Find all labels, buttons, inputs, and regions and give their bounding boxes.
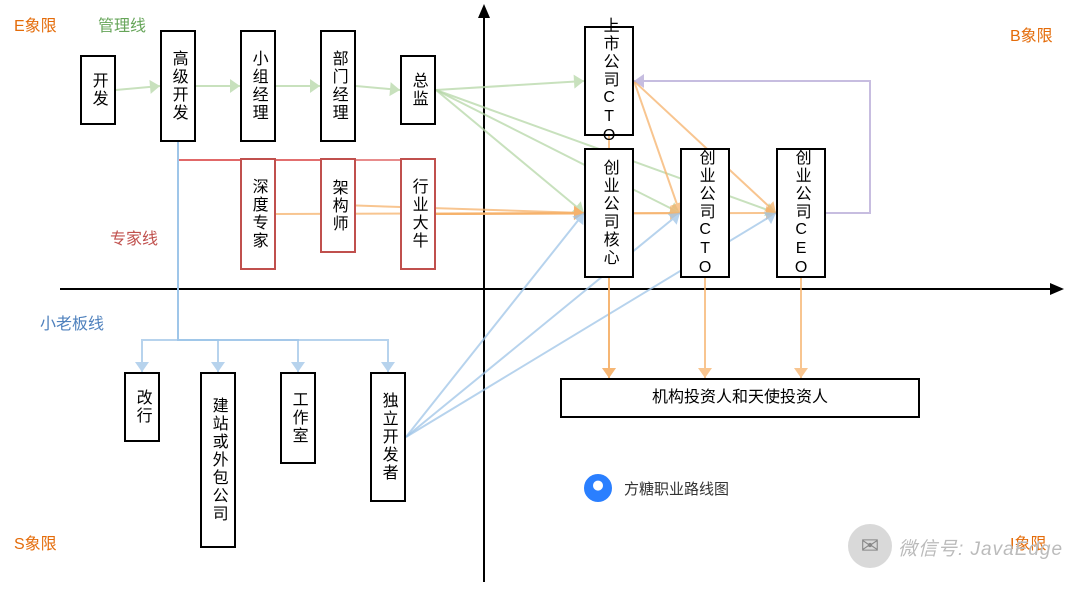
node-dept: 部门经理 [320, 30, 356, 142]
quadrant-e-label: E象限 [14, 12, 57, 36]
node-sceo: 创业公司CEO [776, 148, 826, 278]
node-core: 创业公司核心 [584, 148, 634, 278]
node-invest: 机构投资人和天使投资人 [560, 378, 920, 418]
node-quit: 改行 [124, 372, 160, 442]
node-studio: 工作室 [280, 372, 316, 464]
expert-line-label: 专家线 [110, 225, 158, 249]
node-lead: 小组经理 [240, 30, 276, 142]
mgmt-line-label: 管理线 [98, 12, 146, 36]
logo-icon [584, 474, 612, 502]
node-arch: 架构师 [320, 158, 356, 253]
watermark-text: 微信号: JavaEdge [898, 534, 1063, 561]
node-out: 建站或外包公司 [200, 372, 236, 548]
boss-line-label: 小老板线 [40, 310, 104, 334]
node-senior: 高级开发 [160, 30, 196, 142]
quadrant-s-label: S象限 [14, 530, 57, 554]
quadrant-b-label: B象限 [1010, 22, 1053, 46]
node-dev: 开发 [80, 55, 116, 125]
node-ipo: 上市公司CTO [584, 26, 634, 136]
node-scto: 创业公司CTO [680, 148, 730, 278]
node-guru: 行业大牛 [400, 158, 436, 270]
wechat-icon: ✉ [848, 524, 892, 568]
footer-title: 方糖职业路线图 [624, 478, 729, 499]
node-indie: 独立开发者 [370, 372, 406, 502]
node-dir: 总监 [400, 55, 436, 125]
node-deep: 深度专家 [240, 158, 276, 270]
